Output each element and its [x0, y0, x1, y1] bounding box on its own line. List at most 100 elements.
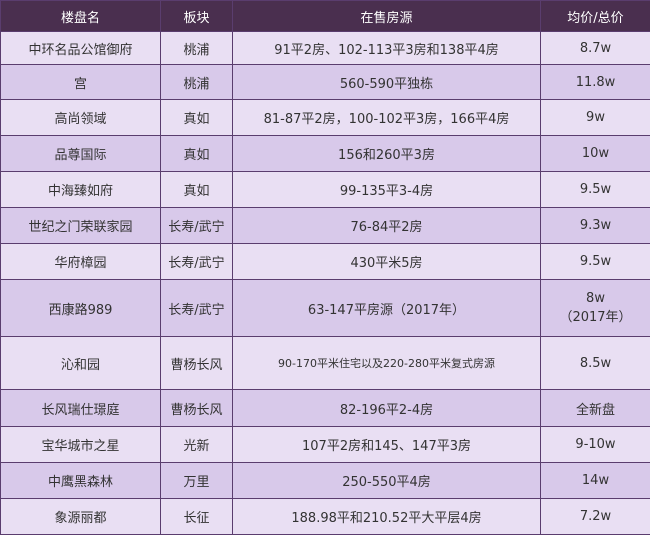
cell-price: 11.8w	[541, 65, 650, 100]
cell-area: 长征	[161, 499, 233, 535]
cell-name-text: 中环名品公馆御府	[28, 43, 132, 58]
cell-listings-text: 82-196平2-4房	[340, 403, 433, 418]
cell-listings-text: 250-550平4房	[342, 475, 431, 490]
cell-area-text: 长寿/武宁	[168, 220, 224, 235]
cell-name-text: 宝华城市之星	[41, 439, 119, 454]
cell-area: 长寿/武宁	[161, 280, 233, 337]
cell-listings: 250-550平4房	[233, 463, 541, 499]
cell-price: 14w	[541, 463, 650, 499]
cell-area: 长寿/武宁	[161, 208, 233, 244]
cell-name: 中环名品公馆御府	[1, 32, 161, 65]
header-area: 板块	[161, 1, 233, 32]
cell-listings: 99-135平3-4房	[233, 172, 541, 208]
cell-name: 品尊国际	[1, 136, 161, 172]
cell-area: 真如	[161, 100, 233, 136]
cell-price-text: 8.5w	[580, 356, 611, 371]
cell-listings-text: 99-135平3-4房	[340, 184, 433, 199]
cell-price: 8.5w	[541, 337, 650, 390]
cell-listings-text: 156和260平3房	[338, 148, 435, 163]
cell-price-text: 8.7w	[580, 41, 611, 56]
cell-name-text: 沁和园	[61, 358, 100, 373]
cell-area: 桃浦	[161, 32, 233, 65]
cell-area: 曹杨长风	[161, 337, 233, 390]
table-row: 高尚领域 真如 81-87平2房，100-102平3房，166平4房 9w	[1, 100, 650, 136]
cell-area: 长寿/武宁	[161, 244, 233, 280]
cell-name: 高尚领域	[1, 100, 161, 136]
cell-name-text: 华府樟园	[54, 256, 106, 271]
cell-price-text: 7.2w	[580, 509, 611, 524]
table-row: 象源丽都 长征 188.98平和210.52平大平层4房 7.2w	[1, 499, 650, 535]
cell-area-text: 万里	[183, 475, 209, 490]
table-row: 中环名品公馆御府 桃浦 91平2房、102-113平3房和138平4房 8.7w	[1, 32, 650, 65]
cell-listings-text: 90-170平米住宅以及220-280平米复式房源	[278, 357, 495, 370]
header-listings: 在售房源	[233, 1, 541, 32]
cell-name-text: 长风瑞仕璟庭	[41, 403, 119, 418]
cell-listings: 430平米5房	[233, 244, 541, 280]
cell-listings-text: 188.98平和210.52平大平层4房	[291, 511, 481, 526]
cell-listings-text: 81-87平2房，100-102平3房，166平4房	[264, 112, 510, 127]
cell-price: 8.7w	[541, 32, 650, 65]
table-row: 中鹰黑森林 万里 250-550平4房 14w	[1, 463, 650, 499]
cell-price-text: 9.3w	[580, 218, 611, 233]
cell-area: 真如	[161, 136, 233, 172]
cell-area: 真如	[161, 172, 233, 208]
cell-price-text: 14w	[582, 473, 609, 488]
cell-price: 7.2w	[541, 499, 650, 535]
cell-listings: 560-590平独栋	[233, 65, 541, 100]
cell-name-text: 西康路989	[49, 303, 113, 318]
cell-name-text: 象源丽都	[54, 511, 106, 526]
cell-name: 沁和园	[1, 337, 161, 390]
cell-price: 9-10w	[541, 427, 650, 463]
cell-area-text: 长寿/武宁	[168, 303, 224, 318]
cell-listings-text: 63-147平房源（2017年）	[308, 303, 465, 318]
header-row: 楼盘名 板块 在售房源 均价/总价	[1, 1, 650, 32]
cell-price-text: 8w	[586, 291, 605, 306]
header-name: 楼盘名	[1, 1, 161, 32]
cell-price: 10w	[541, 136, 650, 172]
cell-area: 光新	[161, 427, 233, 463]
cell-name-text: 品尊国际	[54, 148, 106, 163]
cell-price: 9w	[541, 100, 650, 136]
table-row: 长风瑞仕璟庭 曹杨长风 82-196平2-4房 全新盘	[1, 390, 650, 427]
cell-price: 8w （2017年）	[541, 280, 650, 337]
cell-name-text: 中海臻如府	[48, 184, 113, 199]
cell-listings: 156和260平3房	[233, 136, 541, 172]
cell-name: 宝华城市之星	[1, 427, 161, 463]
cell-name: 华府樟园	[1, 244, 161, 280]
cell-name-text: 高尚领域	[54, 112, 106, 127]
table-row: 世纪之门荣联家园 长寿/武宁 76-84平2房 9.3w	[1, 208, 650, 244]
cell-price-text: 9w	[586, 110, 605, 125]
cell-listings: 107平2房和145、147平3房	[233, 427, 541, 463]
cell-name-text: 宫	[74, 77, 87, 92]
table-row: 品尊国际 真如 156和260平3房 10w	[1, 136, 650, 172]
cell-listings-text: 91平2房、102-113平3房和138平4房	[274, 43, 499, 58]
cell-name-text: 世纪之门荣联家园	[28, 220, 132, 235]
table-row: 西康路989 长寿/武宁 63-147平房源（2017年） 8w （2017年）	[1, 280, 650, 337]
cell-price: 9.3w	[541, 208, 650, 244]
cell-listings: 91平2房、102-113平3房和138平4房	[233, 32, 541, 65]
cell-price-text: 9.5w	[580, 254, 611, 269]
cell-area: 曹杨长风	[161, 390, 233, 427]
cell-price-text: 9.5w	[580, 182, 611, 197]
cell-name: 中鹰黑森林	[1, 463, 161, 499]
cell-price-text: 全新盘	[576, 403, 615, 418]
cell-area-text: 桃浦	[183, 77, 209, 92]
cell-area-text: 长征	[183, 511, 209, 526]
cell-name: 西康路989	[1, 280, 161, 337]
cell-listings: 76-84平2房	[233, 208, 541, 244]
table-row: 华府樟园 长寿/武宁 430平米5房 9.5w	[1, 244, 650, 280]
cell-price: 9.5w	[541, 172, 650, 208]
header-price: 均价/总价	[541, 1, 650, 32]
cell-listings-text: 430平米5房	[350, 256, 422, 271]
price-note: （2017年）	[559, 310, 631, 325]
cell-area-text: 真如	[183, 184, 209, 199]
cell-name: 象源丽都	[1, 499, 161, 535]
cell-price: 9.5w	[541, 244, 650, 280]
cell-area-text: 曹杨长风	[170, 358, 222, 373]
cell-listings: 82-196平2-4房	[233, 390, 541, 427]
cell-listings: 63-147平房源（2017年）	[233, 280, 541, 337]
cell-name: 长风瑞仕璟庭	[1, 390, 161, 427]
cell-listings-text: 560-590平独栋	[340, 77, 433, 92]
cell-area: 万里	[161, 463, 233, 499]
